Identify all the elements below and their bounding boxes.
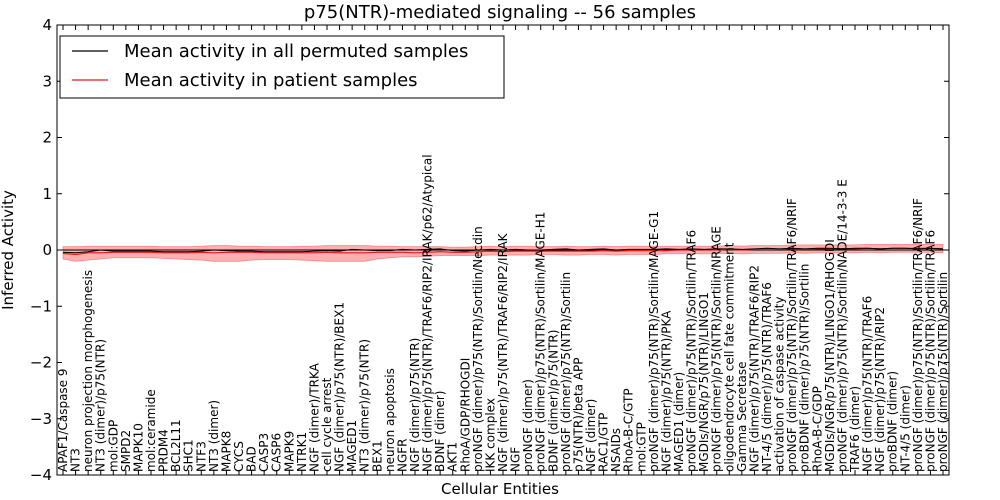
- x-tick-label: NT3 (dimer)/p75(NTR): [94, 339, 108, 472]
- y-tick-label: −3: [30, 410, 52, 428]
- x-tick-label: proNGF (dimer)/p75(NTR)/Sortilin: [936, 272, 950, 472]
- x-tick-label: NTRK1: [295, 432, 309, 472]
- x-tick-label: BDNF (dimer): [433, 391, 447, 473]
- x-tick-label: BDNF (dimer)/p75(NTR): [546, 330, 560, 472]
- x-tick-label: proNGF (dimer)/p75(NTR)/Sortilin/Necdin: [471, 226, 485, 472]
- x-tick-label: proNGF (dimer)/p75(NTR)/Sortilin/TRAF6: [923, 230, 937, 472]
- x-tick-label: NGF (dimer)/p75(NTR)/TRAF6/RIP2/IRAK/p62…: [421, 154, 435, 472]
- series-line-permuted: [62, 247, 944, 254]
- x-tick-label: MAPK10: [131, 423, 145, 472]
- x-tick-label: proBDNF (dimer): [886, 371, 900, 472]
- x-tick-label: NGF (dimer)/TRKA: [307, 362, 321, 472]
- x-tick-label: mol:GDP: [106, 420, 120, 472]
- x-tick-label: proNGF (dimer)/p75(NTR)/Sortilin/MAGE-G1: [647, 211, 661, 472]
- x-tick-label: SMPD2: [119, 430, 133, 472]
- y-axis: −4 −3 −2 −1 0 1 2 3 4: [30, 16, 949, 484]
- x-tick-label: NGF (dimer)/p75(NTR)/TRAF6: [861, 296, 875, 472]
- x-tick-label: SHC1: [182, 439, 196, 472]
- x-tick-label: cell cycle arrest: [320, 377, 334, 472]
- x-tick-label: proNGF (dimer)/p75(NTR)/Sortilin: [559, 272, 573, 472]
- legend: Mean activity in all permuted samples Me…: [59, 35, 505, 99]
- x-tick-label: TRAF6 (dimer): [848, 386, 862, 473]
- x-tick-label: CASP3: [257, 433, 271, 472]
- x-tick-label: NGF (dimer)/p75(NTR)/BEX1: [333, 302, 347, 472]
- legend-label-patient: Mean activity in patient samples: [124, 70, 418, 91]
- x-tick-label: BCL2L11: [169, 419, 183, 472]
- chart-title: p75(NTR)-mediated signaling -- 56 sample…: [304, 2, 696, 23]
- x-tick-label: activation of caspase activity: [773, 297, 787, 472]
- x-tick-label: MGDIs/NGR/p75(NTR)/LINGO1: [697, 292, 711, 472]
- x-tick-label: Gamma Secretase: [735, 361, 749, 472]
- x-tick-label: RhoA/GDP/RHOGDI: [458, 358, 472, 472]
- x-tick-label: NT-4/5 (dimer): [898, 385, 912, 472]
- x-tick-label: MAGED1 (dimer): [672, 372, 686, 472]
- x-tick-label: PRDM4: [157, 429, 171, 472]
- x-tick-label: BAD: [245, 446, 259, 472]
- x-tick-label: NGF (dimer)/p75(NTR): [408, 338, 422, 472]
- x-tick-label: mol:ceramide: [144, 389, 158, 472]
- series-line-patient: [62, 247, 944, 256]
- x-tick-label: proNGF (dimer)/p75(NTR)/Sortilin/TRAF6/N…: [785, 198, 799, 472]
- x-tick-label: RhoA-B-C/GDP: [810, 386, 824, 472]
- x-tick-label: proNGF (dimer)/p75(NTR)/Sortilin/TRAF6: [685, 230, 699, 472]
- y-tick-label: 1: [42, 185, 52, 203]
- x-tick-label: NSAIDs: [609, 428, 623, 472]
- x-tick-label: oligodendrocyte cell fate commitment: [722, 242, 736, 472]
- x-tick-label: MGDIs/NGR/p75(NTR)/LINGO1/RHOGDI: [823, 239, 837, 472]
- x-tick-label: NT3: [69, 448, 83, 472]
- x-tick-label: MAPK8: [219, 431, 233, 472]
- x-tick-label: neuron apoptosis: [383, 368, 397, 472]
- x-tick-label: NGF (dimer)/p75(NTR)/RIP2: [873, 307, 887, 472]
- x-tick-label: proNGF (dimer)/p75(NTR)/Sortilin/MAGE-H1: [534, 212, 548, 472]
- x-tick-label: RhoA-B-C/GTP: [622, 388, 636, 472]
- y-tick-label: 4: [42, 16, 52, 34]
- x-tick-label: NTF3: [194, 441, 208, 472]
- y-tick-label: −1: [30, 297, 52, 315]
- x-tick-label: APAF1/Caspase 9: [56, 368, 70, 472]
- x-tick-label: IKK complex: [483, 398, 497, 472]
- x-tick-label: NGF (dimer)/p75(NTR)/PKA: [659, 310, 673, 472]
- x-tick-label: CYCS: [232, 441, 246, 472]
- y-tick-label: 3: [42, 72, 52, 90]
- x-tick-label: NT-4/5 (dimer)/p75(NTR)/TRAF6: [760, 282, 774, 472]
- x-tick-label: NT3 (dimer): [207, 400, 221, 472]
- x-tick-label: NGF (dimer)/p75(NTR)/TRAF6/RIP2/IRAK: [496, 232, 510, 472]
- x-tick-label: AKT1: [446, 442, 460, 472]
- x-tick-label: proNGF (dimer)/p75(NTR)/Sortilin/NRAGE: [710, 226, 724, 472]
- y-tick-label: 2: [42, 129, 52, 147]
- x-tick-label: proNGF (dimer)/p75(NTR)/Sortilin/NADE/14…: [835, 179, 849, 472]
- y-axis-label: Inferred Activity: [0, 190, 17, 310]
- x-tick-label: CASP6: [270, 433, 284, 472]
- x-tick-label: NT3 (dimer)/p75(NTR): [358, 339, 372, 472]
- x-tick-label: NGF (dimer): [584, 399, 598, 472]
- x-axis-label: Cellular Entities: [441, 480, 559, 498]
- x-tick-label: proNGF (dimer)/p75(NTR)/Sortilin/TRAF6/N…: [911, 198, 925, 472]
- plot-area: [57, 244, 949, 262]
- x-tick-label: BEX1: [370, 440, 384, 472]
- x-tick-label: NGFR: [395, 438, 409, 472]
- x-tick-label: NGF: [509, 447, 523, 472]
- x-tick-label: proNGF (dimer): [521, 379, 535, 472]
- x-tick-label: MAPK9: [282, 431, 296, 472]
- x-tick-label: proBDNF (dimer)/p75(NTR)/Sortilin: [798, 264, 812, 472]
- x-tick-label: mol:GTP: [634, 422, 648, 472]
- y-tick-label: −4: [30, 466, 52, 484]
- x-tick-label: NGF (dimer)/p75(NTR)/TRAF6/RIP2: [747, 265, 761, 472]
- x-tick-label: neuron projection morphogenesis: [81, 270, 95, 472]
- y-tick-label: −2: [30, 354, 52, 372]
- y-tick-label: 0: [42, 241, 52, 259]
- x-tick-label: MAGED1: [345, 420, 359, 472]
- legend-box: [59, 35, 505, 99]
- x-tick-label: RAC1/GTP: [597, 413, 611, 472]
- x-tick-label: p75(NTR)/beta APP: [571, 358, 585, 473]
- legend-label-permuted: Mean activity in all permuted samples: [124, 41, 468, 62]
